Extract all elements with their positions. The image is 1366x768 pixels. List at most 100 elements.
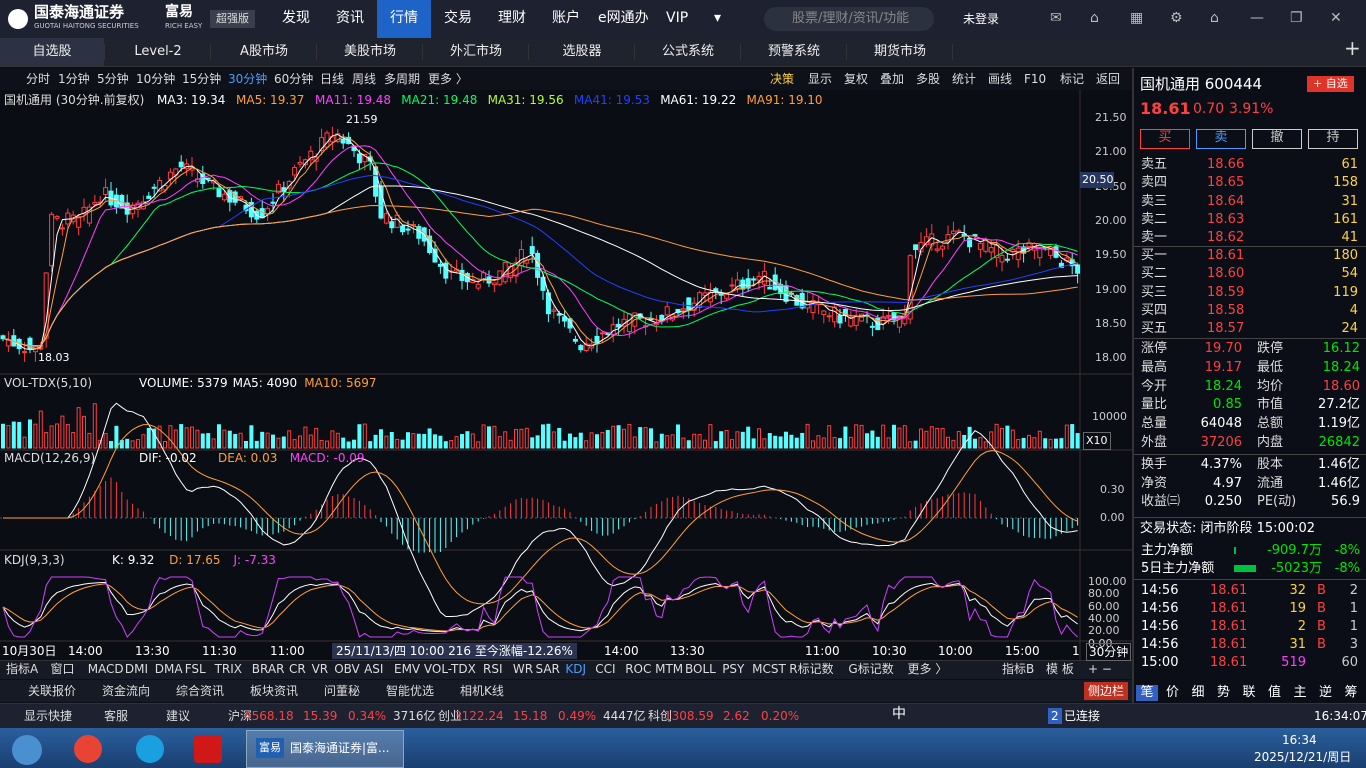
tool-button[interactable]: 复权 bbox=[844, 72, 869, 86]
indicator-tab[interactable]: WR bbox=[512, 662, 534, 676]
window-icon[interactable]: ▦ bbox=[1130, 10, 1144, 26]
indicator-tab[interactable]: VOL-TDX bbox=[423, 662, 476, 676]
quote-tab[interactable]: 笔 bbox=[1136, 685, 1158, 701]
bottom-tab[interactable]: 智能优选 bbox=[386, 684, 435, 698]
add-tab[interactable]: + bbox=[1344, 36, 1361, 60]
tab[interactable]: 美股市场 bbox=[318, 44, 423, 60]
window-icon[interactable]: ⚙ bbox=[1170, 10, 1183, 26]
indicator-tab[interactable]: RSI bbox=[483, 662, 503, 676]
nav-item[interactable]: e网通办 bbox=[598, 10, 649, 26]
indicator-tab[interactable]: CR bbox=[289, 662, 306, 676]
nav-item[interactable]: VIP bbox=[666, 10, 689, 26]
indicator-tab[interactable]: VR bbox=[311, 662, 329, 676]
indicator-tab[interactable]: 模 板 bbox=[1046, 662, 1074, 676]
indicator-tab[interactable]: KDJ bbox=[565, 662, 587, 676]
nav-item[interactable]: 交易 bbox=[444, 10, 472, 26]
quote-tab[interactable]: 逆 bbox=[1318, 685, 1332, 700]
bottom-tab[interactable]: 问董秘 bbox=[324, 684, 361, 698]
period-button[interactable]: 15分钟 bbox=[182, 72, 222, 86]
status-item[interactable]: 建议 bbox=[166, 709, 191, 723]
tool-button[interactable]: 标记 bbox=[1060, 72, 1085, 86]
indicator-tab[interactable]: SAR bbox=[535, 662, 560, 676]
period-button[interactable]: 1分钟 bbox=[58, 72, 90, 86]
indicator-tab[interactable]: MACD bbox=[87, 662, 124, 676]
nav-item[interactable]: 理财 bbox=[498, 10, 526, 26]
tool-button[interactable]: 统计 bbox=[952, 72, 977, 86]
indicator-tab[interactable]: CCI bbox=[595, 662, 616, 676]
quote-tab[interactable]: 主 bbox=[1293, 685, 1307, 700]
indicator-tab[interactable]: MTM bbox=[655, 662, 684, 676]
window-icon[interactable]: ✕ bbox=[1330, 10, 1342, 26]
indicator-tab[interactable]: 指标B bbox=[1002, 662, 1035, 676]
window-icon[interactable]: ❐ bbox=[1290, 10, 1303, 26]
zoom[interactable]: + − bbox=[1088, 662, 1112, 676]
tab[interactable]: 自选股 bbox=[0, 44, 105, 60]
status-item[interactable]: 客服 bbox=[104, 709, 129, 723]
bottom-tab[interactable]: 相机K线 bbox=[460, 684, 504, 698]
period-button[interactable]: 分时 bbox=[26, 72, 51, 86]
indicator-tab[interactable]: DMI bbox=[124, 662, 149, 676]
indicator-tab[interactable]: BOLL bbox=[685, 662, 716, 676]
period-button[interactable]: 多周期 bbox=[384, 72, 421, 86]
indicator-tab[interactable]: PSY bbox=[722, 662, 745, 676]
indicator-tab[interactable]: EMV bbox=[394, 662, 421, 676]
nav-item[interactable]: 行情 bbox=[390, 10, 418, 26]
indicator-tab[interactable]: ROC bbox=[625, 662, 652, 676]
period-button[interactable]: 60分钟 bbox=[274, 72, 314, 86]
search-placeholder[interactable]: 股票/理财/资讯/功能 bbox=[792, 11, 910, 26]
nav-item[interactable]: 资讯 bbox=[336, 10, 364, 26]
period-button[interactable]: 更多 〉 bbox=[428, 72, 468, 86]
indicator-tab[interactable]: BRAR bbox=[251, 662, 285, 676]
nav-item[interactable]: 账户 bbox=[552, 10, 580, 26]
tab[interactable]: 外汇市场 bbox=[424, 44, 529, 60]
tool-button[interactable]: 多股 bbox=[916, 72, 941, 86]
tool-button[interactable]: 决策 bbox=[770, 72, 795, 86]
nav-item[interactable]: 发现 bbox=[282, 10, 310, 26]
tab[interactable]: A股市场 bbox=[212, 44, 317, 60]
tab[interactable]: 预警系统 bbox=[742, 44, 847, 60]
trade-button[interactable]: 持 bbox=[1308, 129, 1358, 149]
tool-button[interactable]: F10 bbox=[1024, 72, 1047, 86]
add-watch[interactable]: + 自选 bbox=[1307, 76, 1354, 92]
indicator-tab[interactable]: 窗口 bbox=[50, 662, 75, 676]
period-button[interactable]: 日线 bbox=[320, 72, 345, 86]
bottom-tab[interactable]: 资金流向 bbox=[102, 684, 151, 698]
login[interactable]: 未登录 bbox=[963, 12, 1000, 26]
status-item[interactable]: 显示快捷 bbox=[24, 709, 73, 723]
trade-button[interactable]: 卖 bbox=[1196, 129, 1246, 149]
bottom-tab[interactable]: 板块资讯 bbox=[250, 684, 299, 698]
window-icon[interactable]: ⌂ bbox=[1090, 10, 1099, 26]
tab[interactable]: 选股器 bbox=[530, 44, 635, 60]
window-icon[interactable]: ⌂ bbox=[1210, 10, 1219, 26]
tool-button[interactable]: 叠加 bbox=[880, 72, 905, 86]
period-button[interactable]: 5分钟 bbox=[97, 72, 129, 86]
tool-button[interactable]: 显示 bbox=[808, 72, 833, 86]
tool-button[interactable]: 返回 bbox=[1096, 72, 1121, 86]
period-button[interactable]: 30分钟 bbox=[228, 72, 268, 86]
indicator-tab[interactable]: TRIX bbox=[214, 662, 243, 676]
tab[interactable]: 公式系统 bbox=[636, 44, 741, 60]
bottom-tab[interactable]: 综合资讯 bbox=[176, 684, 225, 698]
window-icon[interactable]: ✉ bbox=[1050, 10, 1062, 26]
quote-tab[interactable]: 联 bbox=[1242, 685, 1256, 700]
quote-tab[interactable]: 值 bbox=[1267, 685, 1281, 700]
quote-tab[interactable]: 筹 bbox=[1344, 685, 1358, 700]
indicator-tab[interactable]: G标记数 bbox=[848, 662, 894, 676]
quote-tab[interactable]: 细 bbox=[1191, 685, 1205, 700]
quote-tab[interactable]: 价 bbox=[1165, 685, 1179, 700]
tab[interactable]: Level-2 bbox=[106, 44, 211, 60]
period-button[interactable]: 10分钟 bbox=[136, 72, 176, 86]
indicator-tab[interactable]: R标记数 bbox=[789, 662, 834, 676]
bottom-tab[interactable]: 关联报价 bbox=[28, 684, 77, 698]
indicator-tab[interactable]: 更多 〉 bbox=[907, 662, 948, 676]
tab[interactable]: 期货市场 bbox=[848, 44, 953, 60]
indicator-tab[interactable]: FSL bbox=[184, 662, 206, 676]
indicator-tab[interactable]: MCST bbox=[752, 662, 786, 676]
indicator-tab[interactable]: 指标A bbox=[6, 662, 39, 676]
trade-button[interactable]: 撤 bbox=[1252, 129, 1302, 149]
quote-tab[interactable]: 势 bbox=[1216, 685, 1230, 700]
indicator-tab[interactable]: OBV bbox=[334, 662, 360, 676]
sidebar-button[interactable]: 侧边栏 bbox=[1084, 682, 1129, 700]
period-button[interactable]: 周线 bbox=[352, 72, 377, 86]
window-icon[interactable]: — bbox=[1250, 10, 1264, 26]
